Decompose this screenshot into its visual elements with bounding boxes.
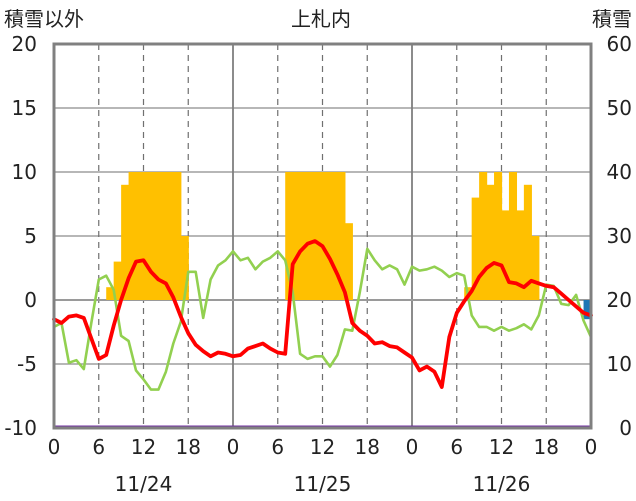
snow-bar [486, 184, 495, 300]
snow-bar [285, 172, 294, 300]
y-tick-label-right: 20 [607, 288, 632, 312]
snow-bar [121, 184, 130, 300]
green-series-line [52, 247, 593, 391]
snow-bar [329, 172, 339, 300]
snow-bar [292, 172, 301, 300]
snow-bar [165, 172, 174, 300]
snow-bar [471, 197, 480, 300]
snow-bar [501, 210, 510, 300]
y-tick-label-left: 10 [12, 160, 37, 184]
x-tick-label: 6 [92, 435, 105, 459]
y-tick-label-right: 40 [607, 160, 632, 184]
x-tick-label: 18 [355, 435, 380, 459]
snow-bar [337, 172, 346, 300]
y-tick-label-right: 30 [607, 224, 632, 248]
y-tick-label-right: 10 [607, 352, 632, 376]
plot-frame [52, 42, 593, 430]
red-series-line [52, 239, 593, 389]
x-tick-label: 12 [131, 435, 156, 459]
snow-bar [180, 236, 189, 300]
y-tick-label-left: 0 [24, 288, 37, 312]
snow-bar [315, 172, 324, 300]
x-tick-label: 6 [450, 435, 463, 459]
x-tick-label: 0 [48, 435, 61, 459]
x-tick-label: 12 [310, 435, 335, 459]
snow-bar [344, 223, 353, 300]
y-tick-label-left: -10 [4, 416, 37, 440]
left-axis-label: 積雪以外 [4, 7, 84, 31]
x-tick-label: 6 [271, 435, 284, 459]
date-label: 11/26 [473, 472, 531, 496]
date-label: 11/25 [294, 472, 352, 496]
x-tick-label: 0 [585, 435, 598, 459]
y-tick-label-left: -5 [17, 352, 37, 376]
y-tick-label-right: 0 [619, 416, 632, 440]
snow-bar [531, 236, 540, 300]
y-tick-label-left: 20 [12, 32, 37, 56]
snow-bar [136, 172, 145, 300]
snow-bar [307, 172, 316, 300]
y-tick-label-left: 5 [24, 224, 37, 248]
right-axis-label: 積雪 [592, 7, 632, 31]
x-tick-label: 18 [534, 435, 559, 459]
plot-border [52, 42, 593, 430]
snow-bar [479, 172, 488, 300]
snow-bar [143, 172, 152, 300]
snow-bar [106, 287, 115, 300]
x-tick-label: 18 [176, 435, 201, 459]
snow-bar [523, 184, 532, 300]
x-tick-label: 12 [489, 435, 514, 459]
date-label: 11/24 [115, 472, 173, 496]
chart-title: 上札内 [291, 7, 351, 31]
snow-bar [300, 172, 309, 300]
snow-bar [128, 172, 137, 300]
snow-bar [322, 172, 331, 300]
snow-bar [173, 172, 182, 300]
snow-bar [516, 210, 525, 300]
snow-bar [583, 300, 592, 320]
y-tick-label-right: 60 [607, 32, 632, 56]
snow-bar [113, 261, 122, 300]
snow-bar [494, 172, 503, 300]
y-tick-label-right: 50 [607, 96, 632, 120]
x-tick-label: 0 [406, 435, 419, 459]
snow-bar [158, 172, 167, 300]
x-tick-label: 0 [227, 435, 240, 459]
y-tick-label-left: 15 [12, 96, 37, 120]
snow-bar [508, 172, 518, 300]
snow-bars [106, 172, 592, 320]
snow-bar [150, 172, 160, 300]
